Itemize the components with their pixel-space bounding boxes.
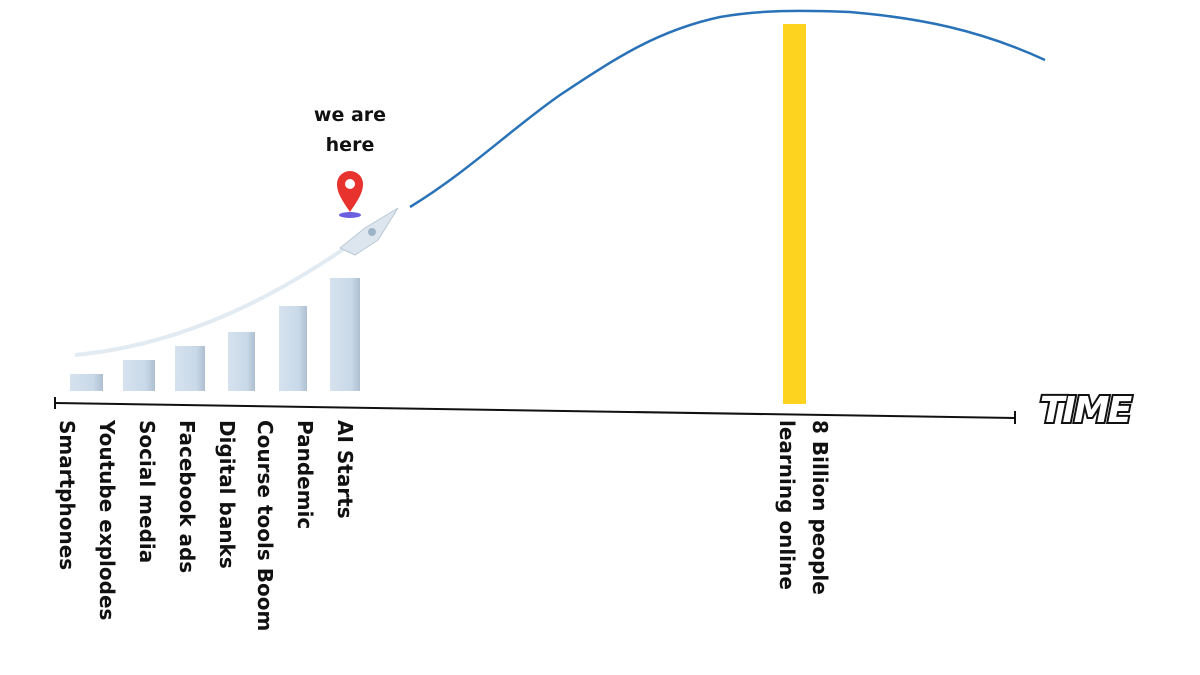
goal-bar [783,24,806,404]
location-pin [337,171,363,218]
axis-label: TIME [1040,390,1133,431]
rocket [339,207,399,256]
bar [330,278,360,391]
bar [228,332,255,391]
milestone-label: Pandemic [293,420,317,529]
milestone-label: Facebook ads [175,420,199,573]
milestone-label: Smartphones [55,420,79,570]
milestone-label: Youtube explodes [95,419,119,620]
milestone-label: AI Starts [333,420,357,519]
milestone-labels: Smartphones Youtube explodes Social media F… [55,419,357,631]
milestone-label: Course tools Boom [253,420,277,631]
bar [175,346,205,391]
goal-label: 8 Billion people [808,420,832,595]
bars [70,278,360,391]
time-axis [54,402,1016,419]
bar [70,374,103,391]
marker-label: here [326,134,375,156]
bar [279,306,307,391]
growth-curve [409,9,1046,209]
marker-label: we are [314,104,386,126]
milestone-label: Social media [135,420,159,563]
milestone-label: Digital banks [215,420,239,569]
bar [123,360,155,391]
goal-label: learning online [775,420,799,590]
